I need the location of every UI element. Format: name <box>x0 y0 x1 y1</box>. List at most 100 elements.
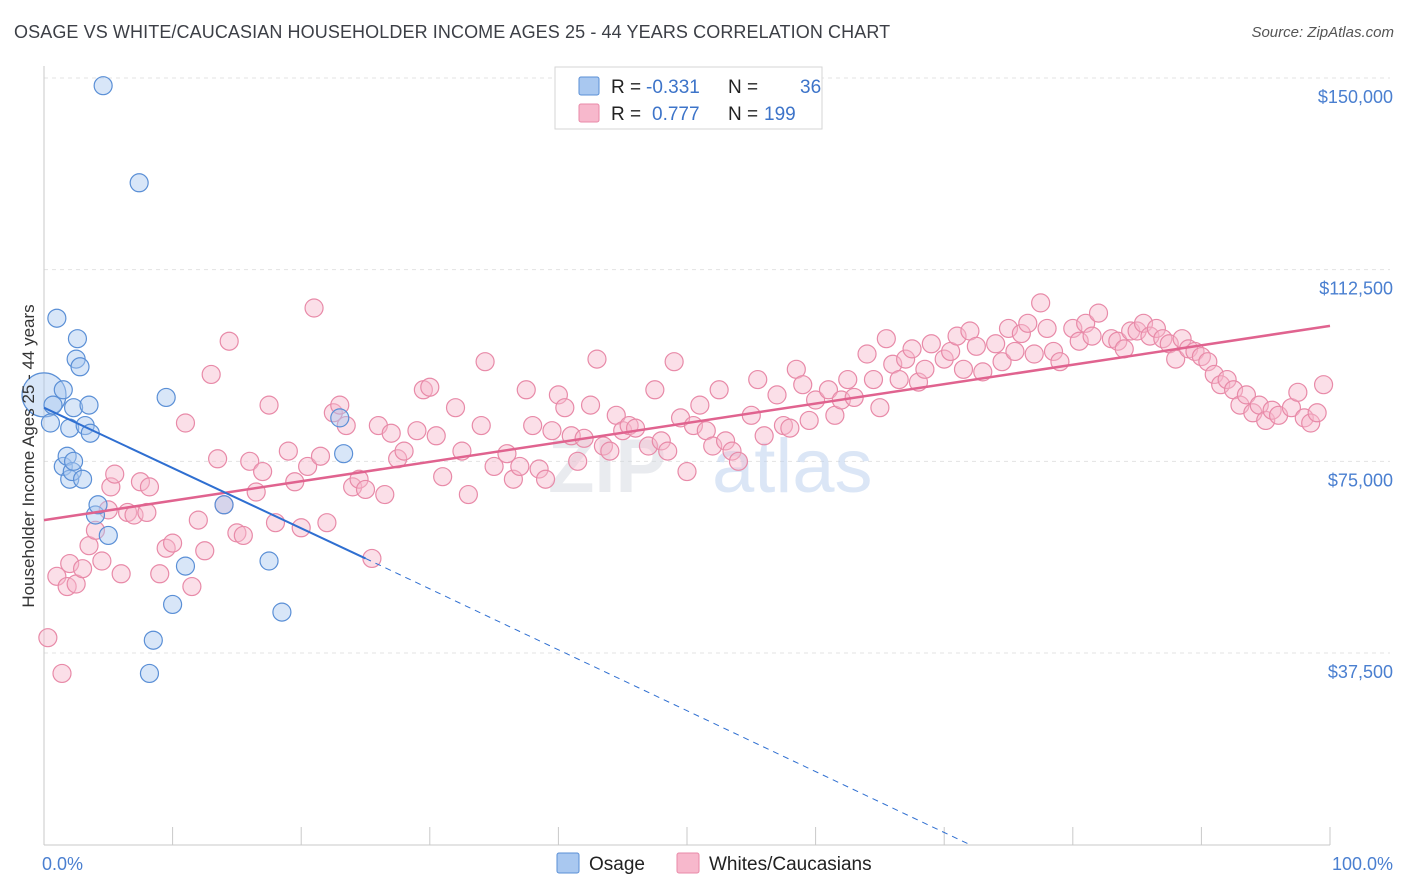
white-point-136 <box>986 334 1006 354</box>
osage-point-33 <box>334 444 354 464</box>
white-point-148 <box>1069 331 1089 351</box>
white-point-100 <box>715 431 736 451</box>
osage-point-31 <box>272 602 292 622</box>
osage-point-5 <box>53 380 73 400</box>
osage-point-28 <box>175 556 196 576</box>
osage-point-15 <box>72 469 93 489</box>
white-point-74 <box>542 421 562 441</box>
white-point-141 <box>1018 313 1038 333</box>
white-point-20 <box>156 538 176 558</box>
legend-r-label-white: R = <box>611 104 641 125</box>
white-point-90 <box>651 431 671 451</box>
legend-r-value-white: 0.777 <box>652 104 700 125</box>
y-tick-label-1: $75,000 <box>1328 470 1393 490</box>
x-tick-max: 100.0% <box>1332 854 1393 874</box>
white-point-128 <box>921 334 941 354</box>
white-point-69 <box>510 456 530 477</box>
white-point-42 <box>310 446 331 466</box>
white-point-123 <box>889 369 909 390</box>
chart-title: OSAGE VS WHITE/CAUCASIAN HOUSEHOLDER INC… <box>14 22 891 42</box>
white-point-138 <box>998 318 1019 339</box>
white-point-18 <box>139 477 160 497</box>
white-point-145 <box>1043 341 1064 362</box>
white-point-43 <box>317 513 337 533</box>
osage-trend-line <box>43 406 366 560</box>
white-point-80 <box>580 395 601 415</box>
bottom-legend-swatch-white <box>676 852 700 874</box>
white-point-156 <box>1127 321 1147 341</box>
white-point-59 <box>426 426 446 446</box>
white-point-137 <box>992 352 1012 372</box>
legend-r-value-osage: -0.331 <box>646 77 700 98</box>
white-point-35 <box>259 395 279 415</box>
white-point-129 <box>934 349 954 369</box>
white-point-153 <box>1108 331 1128 351</box>
white-point-44 <box>323 403 343 423</box>
white-point-106 <box>767 385 787 405</box>
white-point-33 <box>246 482 266 502</box>
osage-point-29 <box>214 495 234 515</box>
osage-point-14 <box>70 357 90 377</box>
white-point-96 <box>690 395 710 415</box>
white-point-29 <box>219 331 239 351</box>
axes <box>43 66 1331 846</box>
y-tick-label-3: $150,000 <box>1318 87 1393 107</box>
correlation-legend: R = -0.331 N = 36 R = 0.777 N = 199 <box>554 66 823 130</box>
white-point-184 <box>1313 375 1334 395</box>
white-point-116 <box>838 369 858 390</box>
white-point-21 <box>163 533 183 553</box>
osage-point-13 <box>67 329 88 349</box>
osage-point-23 <box>129 173 149 193</box>
y-tick-label-0: $37,500 <box>1328 662 1393 682</box>
white-point-102 <box>728 451 749 471</box>
osage-point-30 <box>259 551 279 571</box>
white-point-182 <box>1301 413 1321 433</box>
osage-point-6 <box>57 446 77 466</box>
white-point-139 <box>1005 341 1025 362</box>
white-point-180 <box>1288 382 1308 402</box>
white-point-19 <box>150 564 170 584</box>
white-point-125 <box>902 339 922 359</box>
white-point-31 <box>233 525 253 546</box>
white-point-50 <box>362 548 382 569</box>
white-point-181 <box>1294 408 1314 428</box>
white-point-113 <box>818 380 839 400</box>
white-point-87 <box>625 418 646 438</box>
osage-series-points <box>21 76 354 684</box>
white-point-12 <box>105 464 125 484</box>
white-point-89 <box>645 380 665 400</box>
osage-point-20 <box>88 495 108 515</box>
white-point-48 <box>349 469 369 489</box>
legend-n-value-white: 199 <box>764 104 796 125</box>
white-point-9 <box>92 551 112 571</box>
x-tick-min: 0.0% <box>42 854 83 874</box>
white-point-127 <box>915 359 935 379</box>
white-point-140 <box>1011 323 1031 344</box>
white-point-111 <box>799 410 819 431</box>
series-legend: Osage Whites/Caucasians <box>556 852 872 875</box>
osage-point-10 <box>63 451 84 471</box>
white-point-104 <box>748 369 768 390</box>
white-point-22 <box>175 413 196 433</box>
osage-point-21 <box>98 525 118 546</box>
y-tick-label-2: $112,500 <box>1319 279 1393 299</box>
white-point-121 <box>876 329 896 349</box>
osage-point-11 <box>63 398 84 418</box>
white-point-52 <box>375 484 395 505</box>
osage-point-9 <box>62 461 82 482</box>
white-point-119 <box>863 369 884 390</box>
white-point-170 <box>1217 369 1237 390</box>
white-point-13 <box>111 564 131 584</box>
trend-lines <box>43 324 1331 846</box>
white-point-16 <box>130 472 151 492</box>
osage-point-22 <box>93 76 113 96</box>
white-point-131 <box>947 326 967 346</box>
white-point-160 <box>1153 329 1173 349</box>
white-point-108 <box>780 418 800 438</box>
osage-point-26 <box>156 387 176 408</box>
white-point-98 <box>703 436 723 456</box>
legend-n-label-osage: N = <box>728 77 758 98</box>
legend-r-label-osage: R = <box>611 77 641 98</box>
grid-lines <box>44 77 1390 654</box>
white-trend-line <box>43 324 1331 522</box>
